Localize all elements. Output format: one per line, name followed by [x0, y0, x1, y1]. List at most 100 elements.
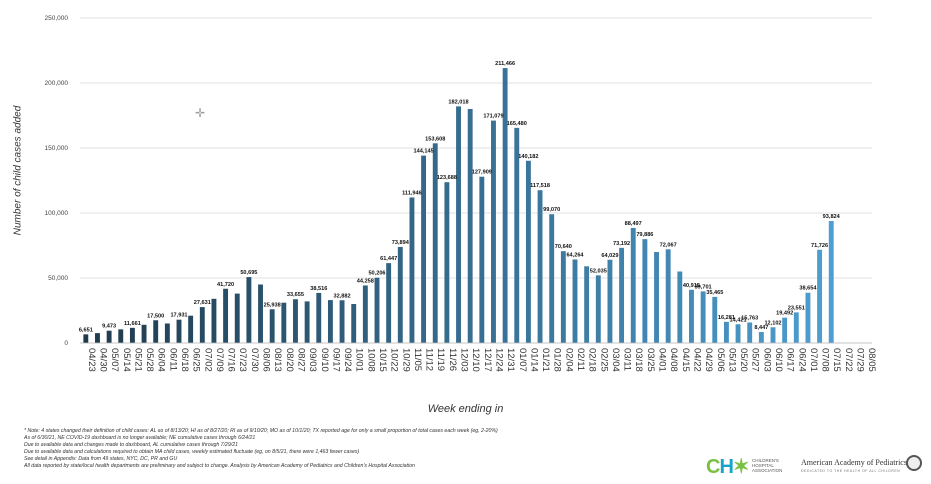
bar	[211, 298, 217, 343]
x-tick-label: 07/08	[820, 348, 831, 372]
bar	[386, 263, 392, 343]
x-tick-label: 11/05	[412, 348, 423, 371]
y-tick-label: 100,000	[45, 210, 69, 217]
data-label: 40,915	[683, 283, 700, 289]
x-tick-label: 07/23	[237, 348, 248, 372]
footnote-line: Due to available data and changes made t…	[24, 442, 238, 448]
data-label: 38,516	[310, 286, 327, 292]
bar	[293, 299, 298, 343]
footnotes: * Note: 4 states changed their definitio…	[24, 428, 704, 470]
bar	[479, 176, 485, 343]
bar	[188, 315, 194, 343]
x-tick-label: 05/06	[715, 348, 726, 372]
data-label: 123,688	[437, 175, 457, 181]
footnote-line: All data reported by state/local health …	[24, 463, 415, 469]
data-label: 8,447	[754, 325, 768, 331]
cha-logo-text: CHILDREN'S HOSPITAL ASSOCIATION	[752, 458, 783, 473]
y-axis-label: Number of child cases added	[12, 105, 24, 236]
bar	[316, 292, 322, 343]
x-tick-label: 05/27	[750, 348, 761, 372]
bar	[817, 249, 823, 343]
bar	[630, 227, 636, 343]
bar	[793, 312, 799, 343]
data-label: 140,182	[518, 154, 538, 160]
data-label: 72,067	[660, 242, 677, 248]
bar	[327, 300, 333, 343]
data-label: 171,079	[483, 114, 503, 120]
bar	[397, 246, 403, 343]
bar	[595, 275, 601, 343]
bar	[747, 322, 753, 343]
x-tick-label: 10/15	[377, 348, 388, 372]
data-label: 38,654	[799, 286, 817, 292]
bar	[444, 182, 450, 343]
x-tick-label: 06/17	[785, 348, 796, 372]
bar	[129, 327, 135, 343]
data-label: 41,720	[217, 282, 234, 288]
bar	[502, 68, 508, 343]
data-label: 17,500	[147, 313, 164, 319]
x-tick-label: 08/05	[866, 348, 877, 372]
cursor-crosshair-icon: ✛	[195, 106, 206, 120]
x-tick-label: 03/25	[645, 348, 656, 372]
x-tick-label: 01/28	[552, 348, 563, 372]
x-tick-label: 07/30	[249, 348, 260, 372]
data-label: 25,938	[264, 302, 281, 308]
data-label: 71,726	[811, 243, 828, 249]
x-tick-label: 06/11	[167, 348, 178, 371]
x-tick-label: 08/27	[295, 348, 306, 372]
x-tick-label: 04/08	[668, 348, 679, 372]
bar	[351, 304, 357, 343]
data-label: 23,551	[788, 305, 805, 311]
x-tick-label: 04/30	[97, 348, 108, 372]
bar	[269, 309, 275, 343]
y-tick-label: 150,000	[45, 145, 69, 152]
bar	[118, 329, 124, 343]
x-tick-label: 01/21	[540, 348, 551, 372]
data-label: 19,492	[776, 311, 793, 317]
bar	[549, 214, 555, 343]
x-tick-label: 07/29	[855, 348, 866, 372]
x-tick-label: 12/10	[470, 348, 481, 372]
x-tick-label: 08/06	[261, 348, 272, 372]
x-tick-label: 12/31	[505, 348, 516, 372]
data-label: 111,946	[402, 190, 422, 196]
bar	[339, 300, 345, 343]
x-tick-label: 06/04	[156, 348, 167, 372]
bar	[537, 190, 543, 343]
x-tick-label: 09/24	[342, 348, 353, 372]
bar	[83, 334, 89, 343]
x-tick-label: 08/20	[284, 348, 295, 372]
x-tick-label: 04/23	[86, 348, 97, 372]
data-label: 73,192	[613, 241, 630, 247]
y-tick-label: 250,000	[45, 15, 69, 22]
data-label: 15,763	[741, 316, 758, 322]
data-label: 12,102	[764, 320, 781, 326]
bar	[665, 249, 671, 343]
x-tick-label: 06/03	[761, 348, 772, 372]
bar	[374, 277, 380, 343]
x-tick-label: 07/16	[226, 348, 237, 372]
data-label: 88,497	[625, 221, 642, 227]
x-tick-label: 04/29	[703, 348, 714, 372]
data-label: 52,035	[590, 268, 607, 274]
bar	[642, 239, 648, 343]
y-tick-label: 50,000	[48, 275, 68, 282]
data-label: 211,466	[495, 61, 515, 67]
x-tick-label: 09/03	[307, 348, 318, 372]
bar	[689, 289, 694, 343]
data-label: 32,882	[334, 293, 351, 299]
bar	[362, 285, 368, 343]
bar	[654, 252, 659, 343]
bar	[770, 327, 776, 343]
data-label: 6,651	[79, 327, 93, 333]
bar	[514, 127, 520, 343]
x-tick-label: 02/18	[587, 348, 598, 372]
data-label: 44,258	[357, 278, 374, 284]
data-label: 33,655	[287, 292, 304, 298]
bar	[572, 259, 578, 343]
logos: CH✶ CHILDREN'S HOSPITAL ASSOCIATION Amer…	[706, 452, 926, 482]
x-tick-label: 02/04	[563, 348, 574, 372]
bar	[723, 321, 729, 343]
data-label: 93,824	[823, 214, 841, 220]
